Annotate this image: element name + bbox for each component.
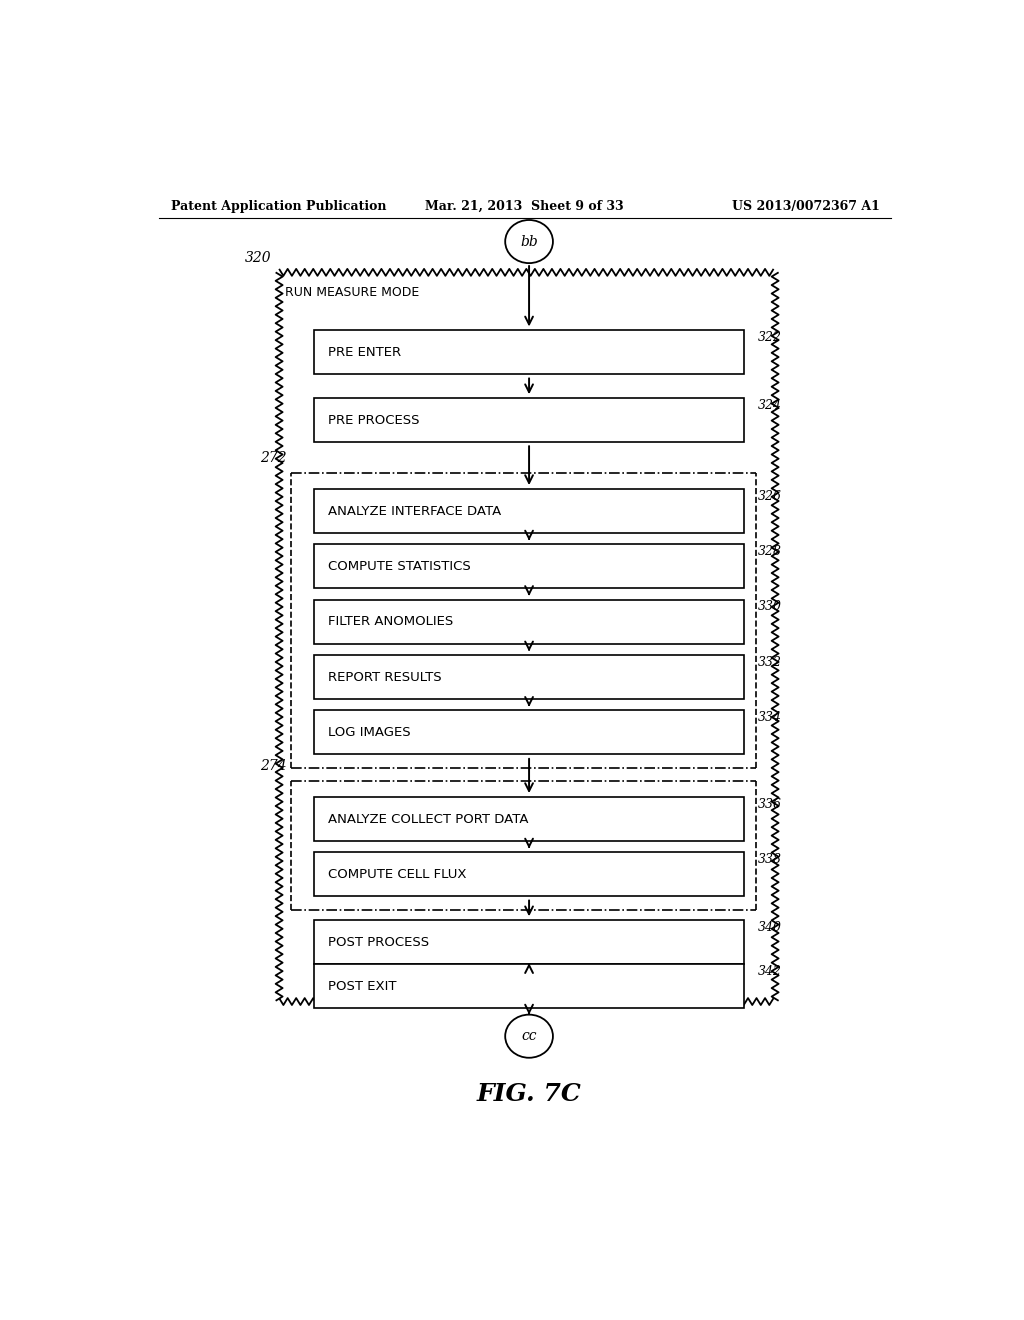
Text: 328: 328: [758, 545, 782, 558]
Text: cc: cc: [521, 1030, 537, 1043]
Bar: [314, 920, 744, 964]
Text: US 2013/0072367 A1: US 2013/0072367 A1: [732, 199, 880, 213]
Bar: [314, 797, 744, 841]
Bar: [314, 488, 744, 533]
Bar: [314, 397, 744, 442]
Bar: [314, 964, 744, 1007]
Bar: [314, 599, 744, 644]
Text: 324: 324: [758, 399, 782, 412]
Bar: [314, 710, 744, 755]
Text: COMPUTE STATISTICS: COMPUTE STATISTICS: [328, 560, 471, 573]
Text: 336: 336: [758, 797, 782, 810]
Text: Patent Application Publication: Patent Application Publication: [171, 199, 386, 213]
Text: 274: 274: [260, 759, 287, 774]
Text: PRE ENTER: PRE ENTER: [328, 346, 401, 359]
Text: 340: 340: [758, 921, 782, 933]
Text: bb: bb: [520, 235, 538, 248]
Text: 338: 338: [758, 853, 782, 866]
Text: COMPUTE CELL FLUX: COMPUTE CELL FLUX: [328, 869, 467, 880]
Text: 322: 322: [758, 331, 782, 345]
Text: 342: 342: [758, 965, 782, 978]
Text: FIG. 7C: FIG. 7C: [477, 1082, 582, 1106]
Bar: [314, 853, 744, 896]
Text: POST EXIT: POST EXIT: [328, 979, 396, 993]
Text: ANALYZE INTERFACE DATA: ANALYZE INTERFACE DATA: [328, 504, 501, 517]
Text: ANALYZE COLLECT PORT DATA: ANALYZE COLLECT PORT DATA: [328, 813, 528, 825]
Text: 334: 334: [758, 711, 782, 725]
Text: Mar. 21, 2013  Sheet 9 of 33: Mar. 21, 2013 Sheet 9 of 33: [426, 199, 624, 213]
Text: 326: 326: [758, 490, 782, 503]
Text: 330: 330: [758, 601, 782, 614]
Text: PRE PROCESS: PRE PROCESS: [328, 413, 420, 426]
Text: 320: 320: [245, 251, 271, 264]
Text: POST PROCESS: POST PROCESS: [328, 936, 429, 949]
Bar: [314, 544, 744, 589]
Bar: [314, 330, 744, 374]
Ellipse shape: [505, 1015, 553, 1057]
Text: 272: 272: [260, 451, 287, 465]
Text: 332: 332: [758, 656, 782, 669]
Text: REPORT RESULTS: REPORT RESULTS: [328, 671, 441, 684]
Ellipse shape: [505, 220, 553, 263]
Text: FILTER ANOMOLIES: FILTER ANOMOLIES: [328, 615, 454, 628]
Bar: [314, 655, 744, 700]
Text: LOG IMAGES: LOG IMAGES: [328, 726, 411, 739]
Text: RUN MEASURE MODE: RUN MEASURE MODE: [286, 286, 420, 300]
